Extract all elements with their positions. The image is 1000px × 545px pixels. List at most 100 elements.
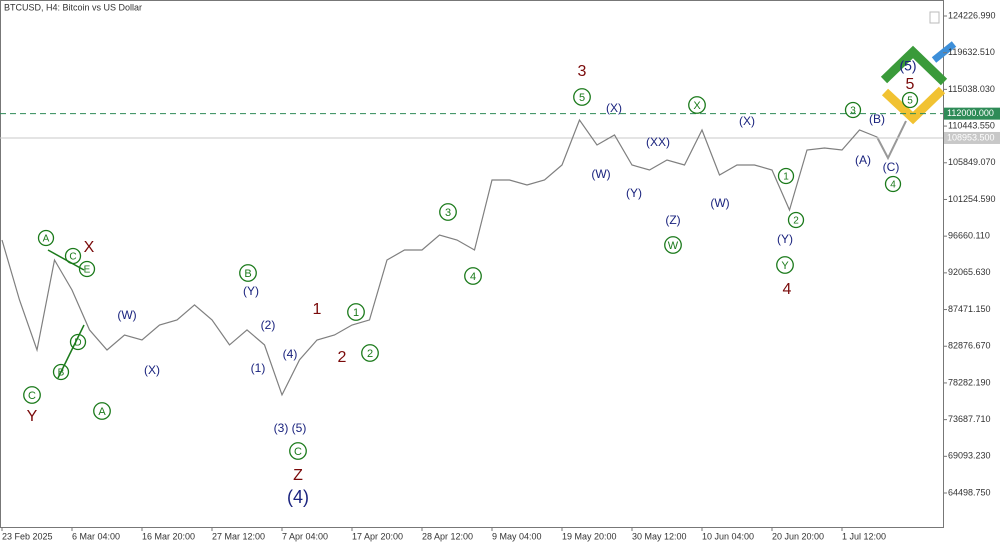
forecast-path: [876, 120, 907, 161]
wave-circle: [844, 101, 862, 119]
wave-circle: [884, 175, 902, 193]
y-tick-label: 73687.710: [948, 414, 991, 424]
wave-circle: [23, 386, 41, 404]
price-line-series: [1, 118, 878, 397]
wave-label: (W): [591, 167, 610, 181]
wave-label-circled: 3: [445, 207, 451, 219]
wave-label: (5): [899, 58, 916, 74]
wave-circle: [69, 333, 87, 351]
wave-label: 5: [906, 76, 915, 93]
x-tick-label: 27 Mar 12:00: [212, 531, 265, 541]
x-tick-label: 20 Jun 20:00: [772, 531, 824, 541]
wave-circle: [347, 303, 365, 321]
price-label: 112000.000: [947, 108, 994, 118]
x-tick-label: 19 May 20:00: [562, 531, 617, 541]
wave-label: (X): [144, 363, 160, 377]
x-tick-label: 10 Jun 04:00: [702, 531, 754, 541]
wave-label: (C): [883, 160, 900, 174]
wave-label-circled: 5: [579, 92, 585, 104]
logo-chevron-down: [881, 86, 946, 125]
logo-chevron-up: [880, 45, 948, 86]
wave-circle: [573, 88, 591, 106]
wave-label: (B): [869, 112, 885, 126]
x-tick-label: 9 May 04:00: [492, 531, 542, 541]
price-label-box: [944, 131, 1000, 144]
trend-line: [57, 324, 85, 379]
wave-label: Z: [293, 467, 303, 484]
price-label: 108953.500: [947, 132, 995, 142]
wave-circle: [361, 344, 379, 362]
y-tick-label: 78282.190: [948, 377, 991, 387]
wave-label-circled: C: [28, 390, 36, 402]
x-tick-label: 17 Apr 20:00: [352, 531, 403, 541]
wave-circle: [777, 167, 795, 185]
wave-circle: [239, 264, 257, 282]
wave-label: 4: [783, 281, 792, 298]
x-tick-label: 7 Apr 04:00: [282, 531, 328, 541]
scroll-icon[interactable]: [929, 11, 940, 24]
wave-label-circled: C: [294, 446, 302, 458]
wave-circle: [688, 96, 706, 114]
wave-label-circled: 1: [783, 172, 789, 183]
wave-label: (5): [292, 421, 307, 435]
y-tick-label: 69093.230: [948, 451, 991, 461]
wave-circle: [64, 247, 82, 265]
logo-bar: [931, 41, 957, 63]
x-tick-label: 23 Feb 2025: [2, 531, 53, 541]
logo: [880, 41, 957, 125]
wave-label-circled: 1: [353, 307, 359, 319]
wave-label: (3): [274, 421, 289, 435]
wave-label-circled: B: [244, 268, 251, 280]
wave-label: (X): [739, 114, 755, 128]
wave-label-circled: 3: [850, 106, 856, 117]
y-tick-label: 115038.030: [948, 84, 995, 94]
y-tick-label: 101254.590: [948, 194, 996, 204]
y-tick-label: 105849.070: [948, 157, 996, 167]
wave-label-circled: 5: [907, 96, 913, 107]
x-tick-label: 1 Jul 12:00: [842, 531, 886, 541]
y-tick-label: 119632.510: [948, 47, 995, 57]
wave-circle: [664, 236, 682, 254]
wave-label: 2: [338, 349, 347, 366]
y-tick-label: 87471.150: [948, 304, 991, 314]
wave-label-circled: B: [58, 368, 65, 379]
wave-label: X: [84, 239, 95, 256]
chart-title: BTCUSD, H4: Bitcoin vs US Dollar: [4, 2, 142, 12]
y-tick-label: 92065.630: [948, 267, 991, 277]
wave-circle: [93, 402, 111, 420]
y-tick-label: 96660.110: [948, 231, 990, 241]
wave-label-circled: C: [69, 252, 76, 263]
wave-circle: [37, 229, 55, 247]
wave-label: 1: [313, 301, 322, 318]
x-tick-label: 30 May 12:00: [632, 531, 687, 541]
wave-circle: [464, 267, 482, 285]
wave-label: (Z): [665, 213, 680, 227]
wave-label-circled: 2: [793, 216, 799, 227]
wave-label: (X): [606, 101, 622, 115]
wave-label-circled: Y: [781, 260, 789, 272]
wave-circle: [289, 442, 307, 460]
wave-label-circled: 2: [367, 348, 373, 360]
wave-circle: [439, 203, 457, 221]
wave-circle: [78, 260, 96, 278]
x-tick-label: 6 Mar 04:00: [72, 531, 120, 541]
x-tick-label: 28 Apr 12:00: [422, 531, 473, 541]
wave-label: (A): [855, 153, 871, 167]
y-tick-label: 82876.670: [948, 341, 991, 351]
y-tick-label: 124226.990: [948, 10, 996, 20]
wave-label-circled: A: [98, 406, 106, 418]
wave-circle: [787, 211, 805, 229]
wave-label-circled: 4: [890, 180, 896, 191]
wave-label: Y: [27, 408, 38, 425]
wave-label: (Y): [777, 232, 793, 246]
wave-circle: [52, 363, 70, 381]
wave-label-circled: A: [43, 234, 50, 245]
y-tick-label: 110443.550: [948, 120, 995, 130]
wave-label-circled: X: [693, 100, 701, 112]
wave-label: (W): [117, 308, 136, 322]
wave-label: (Y): [626, 186, 642, 200]
wave-label: (1): [251, 361, 266, 375]
wave-label-circled: W: [668, 240, 679, 252]
